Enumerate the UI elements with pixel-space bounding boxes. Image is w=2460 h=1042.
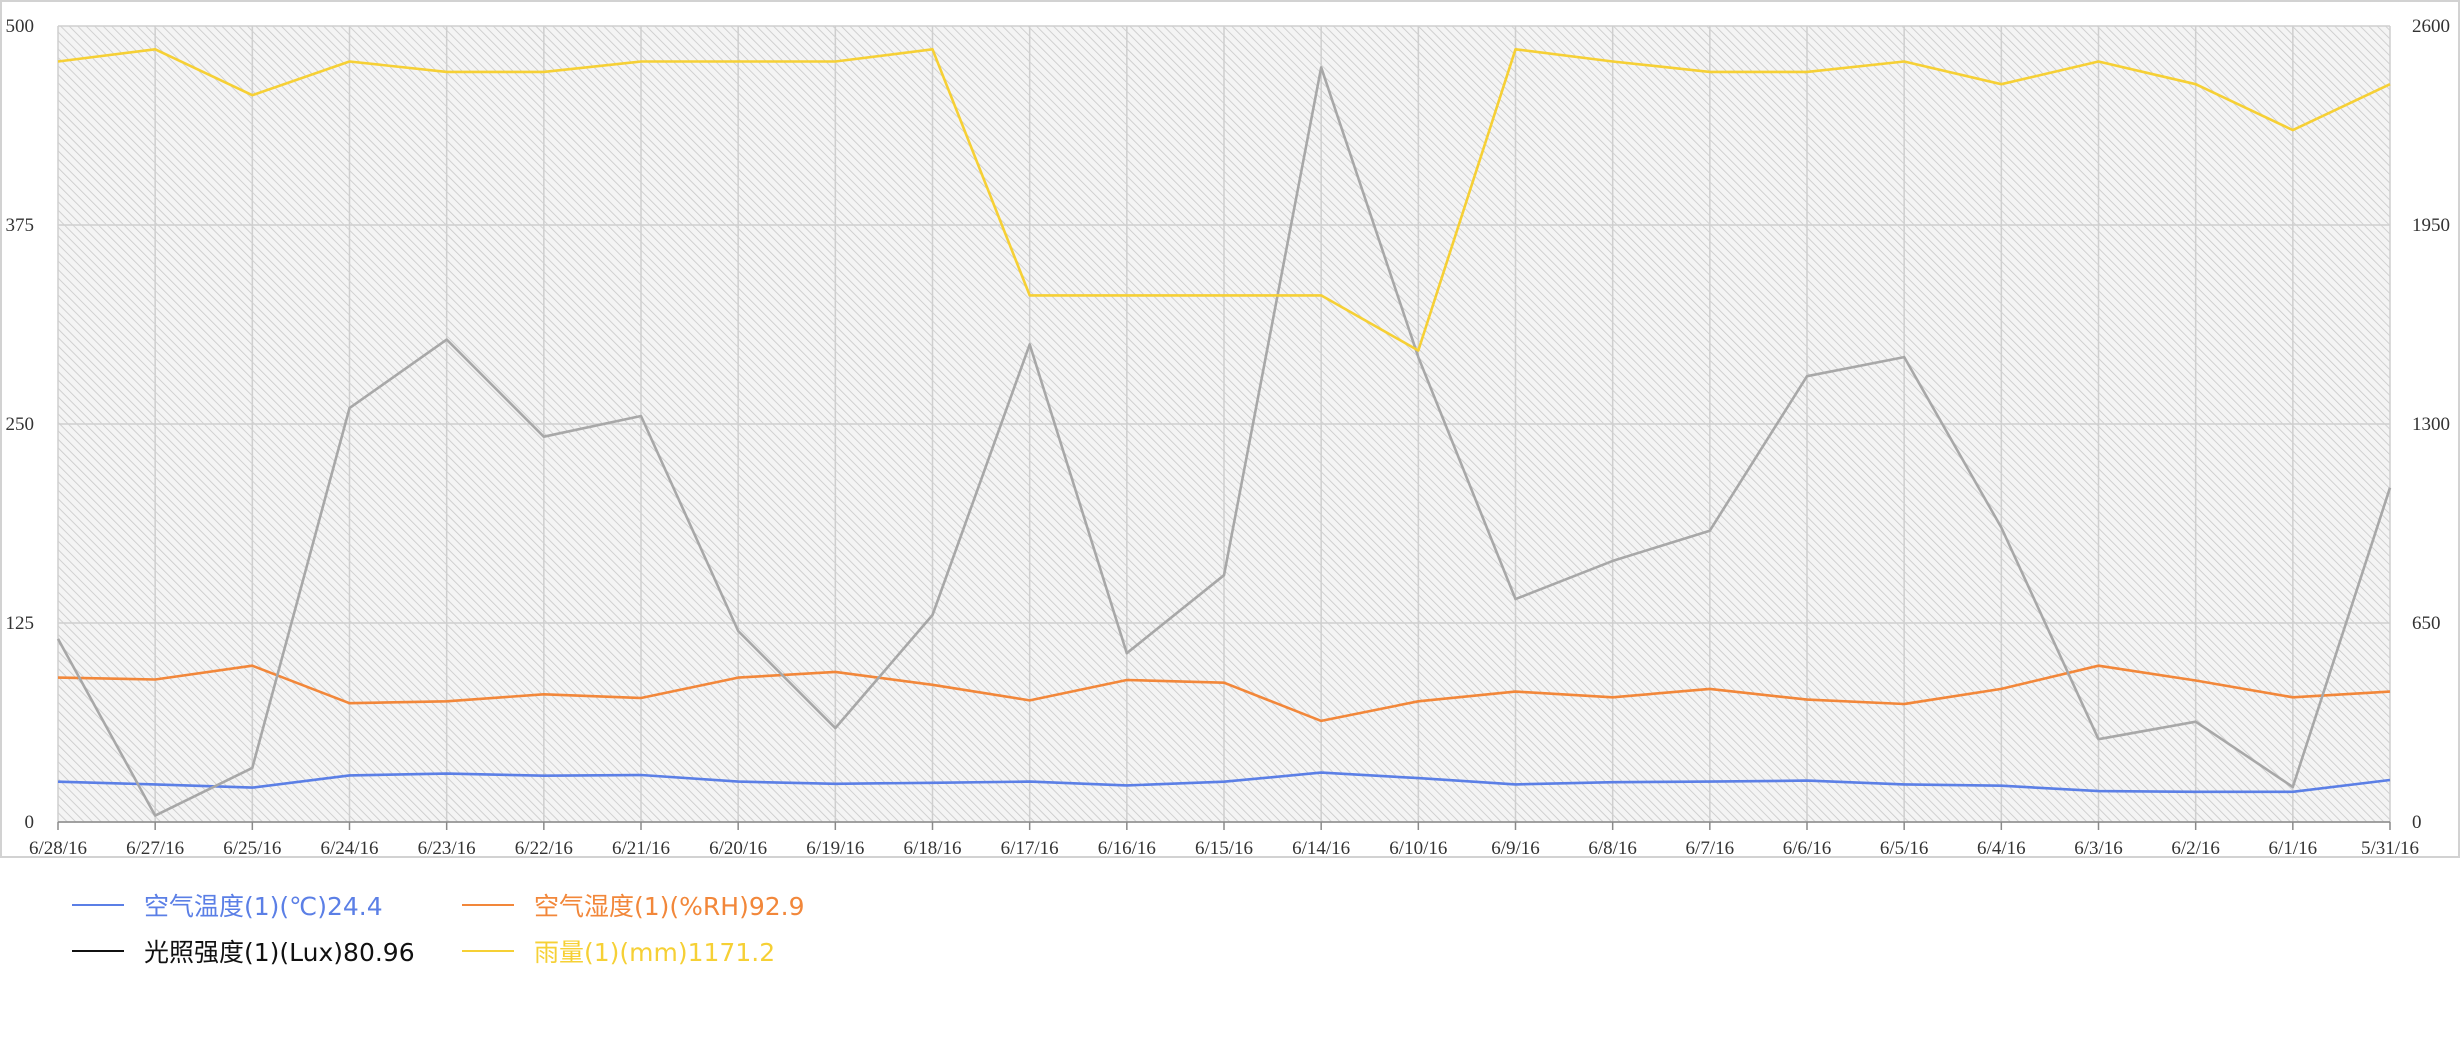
x-tick-label: 6/4/16 [1977, 838, 2026, 858]
x-tick-label: 6/2/16 [2171, 838, 2220, 858]
x-tick-label: 6/23/16 [418, 838, 476, 858]
x-tick-label: 6/21/16 [612, 838, 670, 858]
y-right-tick-label: 1300 [2412, 414, 2450, 435]
grid [57, 25, 2391, 823]
y-right-tick-label: 1950 [2412, 215, 2450, 236]
y-left-tick-label: 500 [6, 16, 35, 37]
legend-label-rainfall: 雨量(1)(mm)1171.2 [534, 938, 776, 967]
x-tick-label: 6/19/16 [806, 838, 864, 858]
x-tick-label: 6/16/16 [1098, 838, 1156, 858]
series-line-rainfall [57, 47, 2391, 352]
y-right-tick-label: 650 [2412, 613, 2441, 634]
x-tick-label: 6/27/16 [126, 838, 184, 858]
legend-label-light: 光照强度(1)(Lux)80.96 [144, 938, 415, 967]
y-left-tick-label: 0 [25, 812, 35, 833]
legend-label-air-temp: 空气温度(1)(℃)24.4 [144, 892, 383, 921]
x-tick-label: 6/28/16 [29, 838, 87, 858]
legend-swatch-air-humidity [462, 904, 514, 906]
series-line-light [56, 66, 2392, 817]
y-right-tick-label: 0 [2412, 812, 2422, 833]
legend-swatch-air-temp [72, 904, 124, 906]
legend-item-air-humidity[interactable]: 空气湿度(1)(%RH)92.9 [462, 885, 805, 925]
x-tick-label: 6/6/16 [1783, 838, 1832, 858]
legend-swatch-light [72, 950, 124, 952]
x-tick-label: 6/17/16 [1001, 838, 1059, 858]
x-tick-label: 6/22/16 [515, 838, 573, 858]
series-line-air-temp [57, 771, 2391, 794]
y-right-tick-label: 2600 [2412, 16, 2450, 37]
legend-swatch-rainfall [462, 950, 514, 952]
x-tick-label: 6/8/16 [1588, 838, 1637, 858]
legend-item-light[interactable]: 光照强度(1)(Lux)80.96 [72, 931, 415, 971]
x-tick-label: 6/18/16 [903, 838, 961, 858]
x-tick-label: 6/14/16 [1292, 838, 1350, 858]
x-tick-label: 6/10/16 [1389, 838, 1447, 858]
legend-item-air-temp[interactable]: 空气温度(1)(℃)24.4 [72, 885, 383, 925]
legend-item-rainfall[interactable]: 雨量(1)(mm)1171.2 [462, 931, 775, 971]
series-lines [56, 47, 2392, 817]
x-tick-label: 6/25/16 [223, 838, 281, 858]
y-left-tick-label: 125 [6, 613, 35, 634]
axes: 0 0 125 650 250 1300 375 1950 500 2600 6/28/16 6/27… [6, 16, 2451, 858]
y-left-tick-label: 250 [6, 414, 35, 435]
x-tick-label: 6/3/16 [2074, 838, 2123, 858]
x-tick-label: 6/7/16 [1686, 838, 1735, 858]
x-tick-label: 6/24/16 [320, 838, 378, 858]
x-tick-label: 6/9/16 [1491, 838, 1540, 858]
legend-label-air-humidity: 空气湿度(1)(%RH)92.9 [534, 892, 805, 921]
x-tick-label: 6/20/16 [709, 838, 767, 858]
series-line-air-humidity [57, 664, 2391, 723]
x-tick-label: 6/5/16 [1880, 838, 1929, 858]
x-tick-label: 5/31/16 [2361, 838, 2419, 858]
x-tick-label: 6/1/16 [2269, 838, 2318, 858]
x-tick-label: 6/15/16 [1195, 838, 1253, 858]
legend: 空气温度(1)(℃)24.4 空气湿度(1)(%RH)92.9 光照强度(1)(… [0, 885, 2460, 1035]
line-chart: 0 0 125 650 250 1300 375 1950 500 2600 6/28/16 6/27… [6, 16, 2451, 858]
y-left-tick-label: 375 [6, 215, 35, 236]
